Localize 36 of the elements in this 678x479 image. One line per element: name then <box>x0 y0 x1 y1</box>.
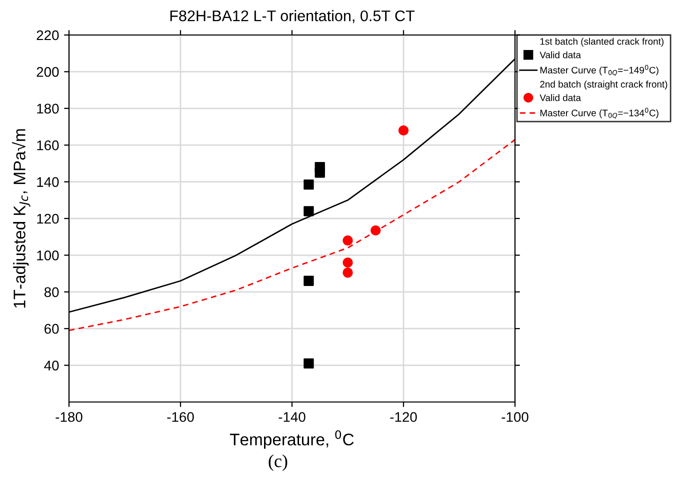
y-tick-label: 40 <box>44 360 59 370</box>
point <box>342 268 353 278</box>
y-tick-label: 160 <box>37 140 59 150</box>
point <box>314 162 325 172</box>
x-tick-label: -100 <box>502 412 528 422</box>
y-axis-title: 1T-adjusted K$_{Jc}$, MPa√m <box>12 129 30 308</box>
point <box>304 179 314 190</box>
point <box>342 235 353 246</box>
point <box>304 276 314 286</box>
y-tick-label: 140 <box>37 177 59 187</box>
y-tick-label: 120 <box>37 214 59 224</box>
legend-label: Valid data <box>540 94 581 102</box>
y-tick-label: 220 <box>36 30 59 40</box>
y-tick-label: 180 <box>37 104 59 114</box>
point <box>342 257 353 268</box>
x-tick-label: -140 <box>278 412 306 422</box>
y-tick-label: 100 <box>37 250 59 260</box>
line-series <box>69 138 515 332</box>
y-tick-label: 60 <box>44 324 59 334</box>
point <box>398 125 409 136</box>
point <box>304 358 314 369</box>
legend-label: Valid data <box>540 51 581 58</box>
x-tick-label: -160 <box>167 412 194 422</box>
text: 2nd batch (straight crack front) <box>540 80 668 90</box>
x-tick-label: -180 <box>56 412 82 422</box>
point <box>370 225 381 236</box>
legend-label: Master Curve (T$_{0Q}$=−149$^{0}$C) <box>540 64 658 76</box>
text: (c) <box>268 454 288 471</box>
chart-title: F82H-BA12 L-T orientation, 0.5T CT <box>170 10 415 24</box>
x-tick-label: -120 <box>390 412 417 422</box>
point <box>304 206 314 216</box>
y-tick-label: 200 <box>36 67 59 77</box>
y-tick-label: 80 <box>44 287 59 298</box>
legend-label: Master Curve (T$_{0Q}$=−134$^{0}$C) <box>540 108 658 119</box>
x-axis-title: Temperature, $^{0}$C <box>230 430 354 449</box>
text: 1st batch (slanted crack front) <box>540 38 664 47</box>
